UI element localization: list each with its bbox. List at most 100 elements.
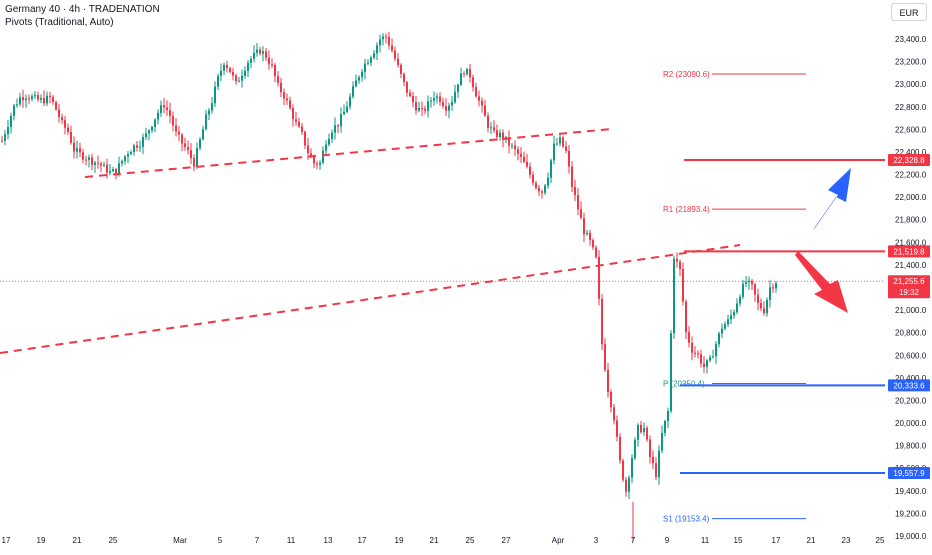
candle-body: [721, 328, 723, 334]
candle-body: [139, 146, 141, 148]
candle-body: [475, 87, 477, 97]
candle-body: [337, 125, 339, 127]
candle-body: [460, 73, 462, 85]
time-tick-label: 7: [631, 536, 636, 545]
candle-body: [118, 163, 120, 175]
candle-body: [517, 149, 519, 154]
candle-body: [670, 333, 672, 412]
candle-body: [742, 283, 744, 297]
price-tick-label: 20,000.0: [895, 419, 927, 428]
pivot-label: R1 (21893.4): [663, 205, 710, 214]
candle-body: [634, 439, 636, 459]
candle-body: [115, 169, 117, 175]
candle-body: [181, 134, 183, 144]
candle-body: [169, 110, 171, 117]
candle-body: [235, 75, 237, 82]
time-tick-label: 17: [772, 536, 781, 545]
candle-body: [265, 51, 267, 58]
candle-body: [763, 308, 765, 314]
candle-body: [463, 73, 465, 75]
candle-body: [592, 240, 594, 248]
candle-body: [385, 36, 387, 38]
time-tick-label: 7: [255, 536, 260, 545]
candle-body: [373, 53, 375, 58]
candle-body: [37, 95, 39, 100]
candle-body: [532, 174, 534, 183]
candle-body: [43, 97, 45, 104]
time-tick-label: 25: [109, 536, 118, 545]
candle-body: [391, 45, 393, 51]
pivot-label: S1 (19153.4): [663, 515, 710, 524]
candle-body: [349, 96, 351, 107]
candle-body: [250, 58, 252, 63]
candle-body: [277, 76, 279, 83]
candle-body: [409, 92, 411, 96]
price-tick-label: 19,800.0: [895, 442, 927, 451]
candle-body: [769, 287, 771, 300]
candle-body: [736, 303, 738, 313]
time-tick-label: Apr: [552, 536, 565, 545]
candle-body: [688, 332, 690, 343]
candle-body: [529, 166, 531, 175]
price-tick-label: 23,000.0: [895, 80, 927, 89]
time-tick-label: Mar: [173, 536, 187, 545]
candle-body: [418, 108, 420, 111]
candle-body: [313, 156, 315, 164]
candle-body: [613, 407, 615, 421]
candle-body: [82, 152, 84, 160]
candle-body: [772, 287, 774, 289]
time-tick-label: 17: [2, 536, 11, 545]
time-tick-label: 23: [842, 536, 851, 545]
candle-body: [565, 146, 567, 151]
price-tags-layer: 22,328.8 21,519.8 20,333.6 19,557.9 21,255.6…: [888, 153, 930, 479]
price-axis-bg: [886, 0, 932, 528]
candle-body: [25, 98, 27, 101]
candle-body: [94, 162, 96, 165]
candle-body: [514, 145, 516, 150]
candle-body: [604, 344, 606, 370]
indicator-label[interactable]: Pivots (Traditional, Auto): [5, 17, 114, 28]
candle-body: [367, 62, 369, 64]
price-tick-label: 21,000.0: [895, 306, 927, 315]
time-tick-label: 11: [701, 536, 710, 545]
candle-body: [547, 177, 549, 186]
candle-body: [595, 247, 597, 257]
candle-body: [355, 80, 357, 87]
candle-body: [7, 127, 9, 135]
last-price-tag-text: 21,255.6: [893, 277, 925, 286]
candle-body: [145, 133, 147, 138]
candle-body: [454, 91, 456, 103]
candle-body: [472, 77, 474, 88]
candle-body: [718, 333, 720, 345]
candle-body: [241, 75, 243, 81]
candle-body: [202, 129, 204, 140]
candle-body: [712, 356, 714, 358]
candle-body: [295, 119, 297, 122]
time-tick-label: 15: [734, 536, 743, 545]
candle-body: [172, 116, 174, 126]
price-tick-label: 21,600.0: [895, 238, 927, 247]
candle-body: [346, 106, 348, 112]
pivot-label: R2 (23090.6): [663, 70, 710, 79]
candle-body: [766, 299, 768, 314]
candle-body: [223, 64, 225, 71]
candle-body: [103, 164, 105, 166]
candle-body: [151, 127, 153, 131]
candle-body: [196, 148, 198, 167]
candle-body: [661, 432, 663, 451]
candle-body: [685, 301, 687, 333]
candle-body: [187, 147, 189, 150]
level-price-tag-text: 19,557.9: [893, 469, 925, 478]
candle-body: [211, 103, 213, 111]
candle-body: [715, 344, 717, 357]
currency-button[interactable]: EUR: [891, 3, 927, 21]
candle-body: [535, 182, 537, 188]
candle-body: [76, 148, 78, 152]
symbol-title[interactable]: Germany 40 · 4h · TRADENATION: [5, 4, 160, 15]
candle-body: [298, 121, 300, 127]
candle-body: [616, 420, 618, 437]
price-tick-label: 23,400.0: [895, 35, 927, 44]
candle-body: [160, 105, 162, 113]
